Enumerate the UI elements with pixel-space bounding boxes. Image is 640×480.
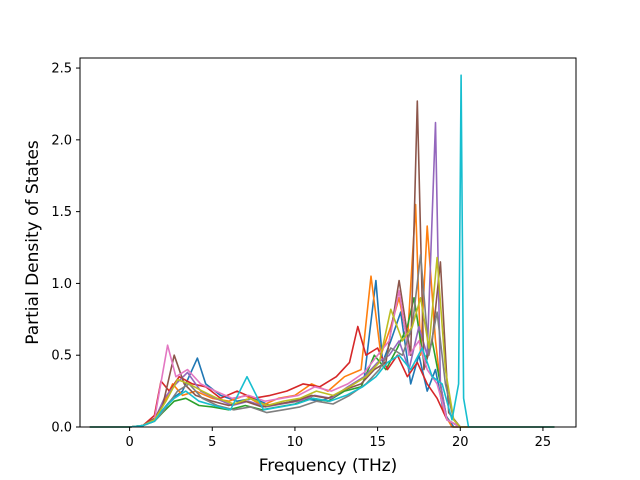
y-axis-ticks: 0.0 0.5 1.0 1.5 2.0 2.5 [51, 62, 80, 436]
series-line-4 [89, 325, 555, 428]
series-line-8 [89, 253, 555, 428]
y-tick-label: 2.0 [51, 133, 72, 148]
y-tick-label: 0.5 [51, 349, 72, 364]
y-tick-label: 1.0 [51, 277, 72, 292]
series-line-10 [89, 74, 555, 428]
x-tick-label: 15 [369, 435, 386, 450]
x-tick-label: 25 [535, 435, 552, 450]
x-tick-label: 5 [208, 435, 216, 450]
x-tick-label: 20 [452, 435, 469, 450]
y-tick-label: 2.5 [51, 62, 72, 77]
x-axis-label: Frequency (THz) [259, 456, 398, 476]
series-line-9 [89, 256, 555, 428]
series-line-2 [89, 203, 555, 428]
plot-frame [79, 57, 577, 428]
y-tick-label: 0.0 [51, 421, 72, 436]
series-line-7 [89, 289, 555, 428]
x-tick-label: 0 [125, 435, 133, 450]
x-axis-ticks: 0 5 10 15 20 25 [125, 427, 551, 450]
y-tick-label: 1.5 [51, 205, 72, 220]
plot-lines [89, 74, 555, 428]
x-tick-label: 10 [287, 435, 304, 450]
y-axis-label: Partial Density of States [23, 140, 43, 345]
